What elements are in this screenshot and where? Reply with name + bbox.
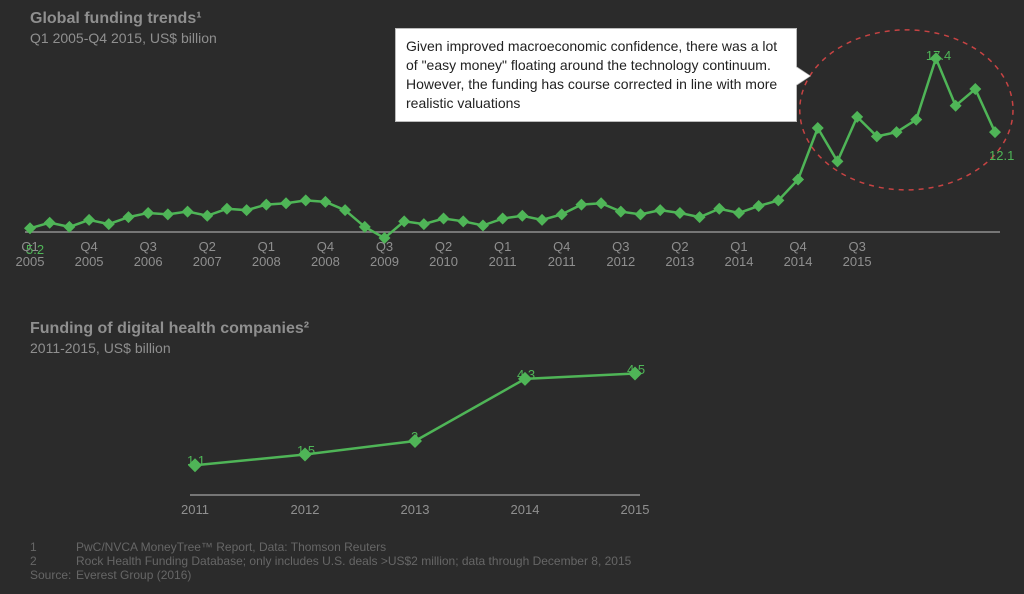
data-point-label: 1.5 [297,443,315,458]
x-axis-label: 2011 [167,503,223,518]
x-axis-label: Q32009 [356,240,412,270]
x-axis-label: 2014 [497,503,553,518]
x-axis-label: Q12014 [711,240,767,270]
data-point-label: 1.1 [187,453,205,468]
x-axis-label: Q32006 [120,240,176,270]
x-axis-label: Q42005 [61,240,117,270]
source-line: Source:Everest Group (2016) [30,568,631,582]
x-axis-label: 2013 [387,503,443,518]
x-axis-label: Q12011 [475,240,531,270]
x-axis-label: Q42008 [297,240,353,270]
x-axis-label: Q22010 [416,240,472,270]
data-point-label: 2 [411,429,418,444]
x-axis-label: Q12008 [238,240,294,270]
footnote-item: 1PwC/NVCA MoneyTree™ Report, Data: Thoms… [30,540,631,554]
data-point-label: 12.1 [989,148,1014,163]
data-point-label: 4.3 [517,367,535,382]
footnote-item: 2Rock Health Funding Database; only incl… [30,554,631,568]
x-axis-label: 2015 [607,503,663,518]
chart1-annotation: Given improved macroeconomic confidence,… [395,28,797,122]
data-point-label: 5.2 [26,242,44,257]
x-axis-label: 2012 [277,503,333,518]
x-axis-label: Q42014 [770,240,826,270]
data-point-label: 17.4 [926,48,951,63]
x-axis-label: Q32012 [593,240,649,270]
footnotes: 1PwC/NVCA MoneyTree™ Report, Data: Thoms… [30,540,631,582]
x-axis-label: Q22013 [652,240,708,270]
x-axis-label: Q42011 [534,240,590,270]
x-axis-label: Q22007 [179,240,235,270]
x-axis-label: Q32015 [829,240,885,270]
data-point-label: 4.5 [627,362,645,377]
